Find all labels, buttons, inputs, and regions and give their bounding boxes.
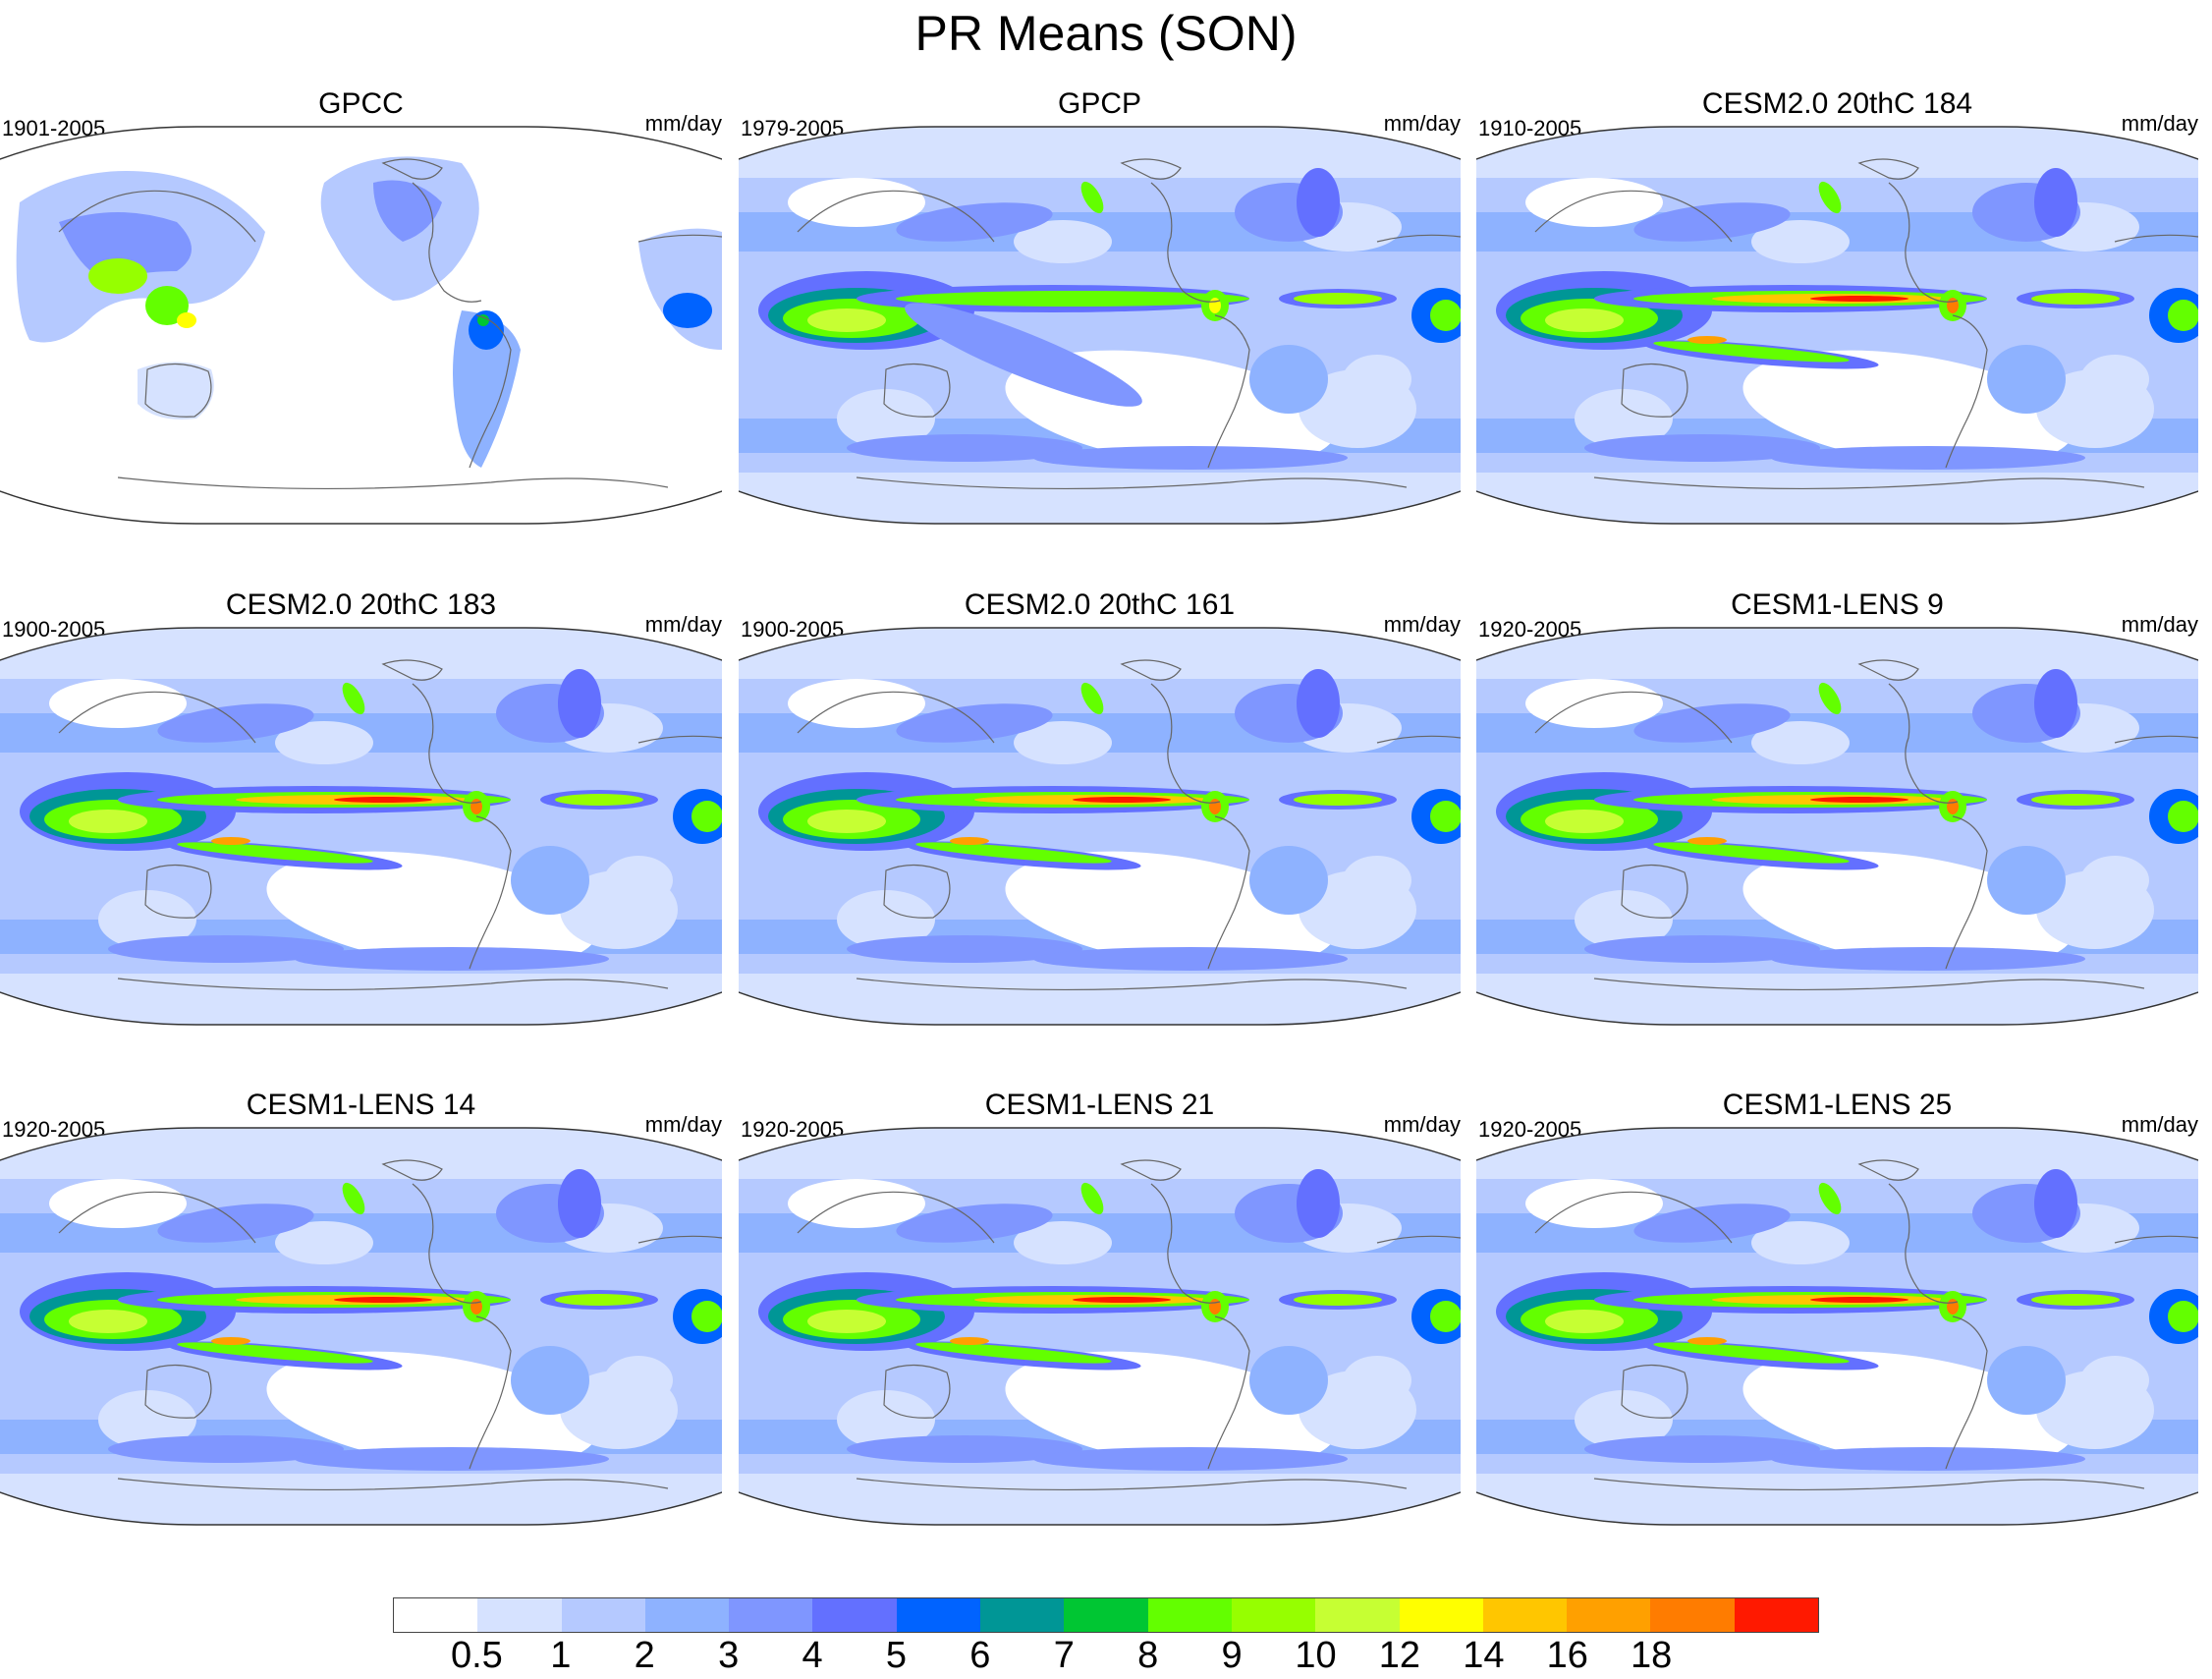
- map-panel: CESM1-LENS 14 1920-2005 mm/day: [0, 1088, 722, 1530]
- colorbar-label: 9: [1221, 1635, 1243, 1676]
- colorbar-label: 0.5: [450, 1635, 503, 1676]
- colorbar-label: 4: [802, 1635, 823, 1676]
- colorbar-segment: [1482, 1598, 1568, 1632]
- map-panel: CESM1-LENS 21 1920-2005 mm/day: [739, 1088, 1461, 1530]
- precip-map: [739, 1127, 1461, 1526]
- map-panel: GPCP 1979-2005 mm/day: [739, 86, 1461, 529]
- panel-units: mm/day: [1383, 111, 1461, 136]
- map-panel: CESM1-LENS 25 1920-2005 mm/day: [1476, 1088, 2198, 1530]
- colorbar-label: 10: [1295, 1635, 1337, 1676]
- map-panel: CESM1-LENS 9 1920-2005 mm/day: [1476, 588, 2198, 1030]
- panel-units: mm/day: [2121, 612, 2198, 637]
- colorbar-label: 6: [969, 1635, 991, 1676]
- precip-map: [0, 126, 722, 525]
- panel-title: GPCP: [1057, 87, 1142, 120]
- colorbar-segment: [729, 1598, 813, 1632]
- panel-title: CESM1-LENS 21: [984, 1089, 1215, 1121]
- precip-map: [739, 126, 1461, 525]
- colorbar-segment: [1399, 1598, 1483, 1632]
- precip-map: [1476, 126, 2198, 525]
- panel-units: mm/day: [1383, 1112, 1461, 1137]
- figure-title: PR Means (SON): [914, 6, 1298, 61]
- panel-units: mm/day: [2121, 1112, 2198, 1137]
- precip-map: [0, 627, 722, 1026]
- precip-map: [1476, 1127, 2198, 1526]
- panel-units: mm/day: [1383, 612, 1461, 637]
- panel-units: mm/day: [644, 1112, 722, 1137]
- panel-title: GPCC: [318, 87, 404, 120]
- colorbar-label: 2: [634, 1635, 655, 1676]
- precip-map: [739, 627, 1461, 1026]
- panel-units: mm/day: [644, 111, 722, 136]
- map-panel: CESM2.0 20thC 161 1900-2005 mm/day: [739, 588, 1461, 1030]
- colorbar-label: 14: [1463, 1635, 1505, 1676]
- panel-title: CESM2.0 20thC 161: [964, 588, 1236, 621]
- precip-map: [0, 1127, 722, 1526]
- panel-title: CESM2.0 20thC 183: [225, 588, 497, 621]
- colorbar-segment: [1734, 1598, 1819, 1632]
- colorbar-label: 12: [1378, 1635, 1421, 1676]
- map-panel: CESM2.0 20thC 183 1900-2005 mm/day: [0, 588, 722, 1030]
- colorbar-segment: [1567, 1598, 1651, 1632]
- colorbar-label: 1: [550, 1635, 572, 1676]
- colorbar-segment: [394, 1598, 478, 1632]
- colorbar-label: 7: [1053, 1635, 1075, 1676]
- colorbar-segment: [1650, 1598, 1735, 1632]
- colorbar-label: 16: [1546, 1635, 1588, 1676]
- panel-title: CESM1-LENS 14: [246, 1089, 476, 1121]
- colorbar-segment: [896, 1598, 981, 1632]
- precip-map: [1476, 627, 2198, 1026]
- colorbar-segment: [561, 1598, 645, 1632]
- panel-units: mm/day: [644, 612, 722, 637]
- map-panel: GPCC 1901-2005 mm/day: [0, 86, 722, 529]
- colorbar-segment: [644, 1598, 730, 1632]
- panel-title: CESM2.0 20thC 184: [1701, 87, 1973, 120]
- colorbar-label: 8: [1137, 1635, 1159, 1676]
- panel-title: CESM1-LENS 25: [1722, 1089, 1953, 1121]
- colorbar: [393, 1597, 1819, 1633]
- panel-units: mm/day: [2121, 111, 2198, 136]
- colorbar-segment: [1315, 1598, 1400, 1632]
- colorbar-label: 3: [718, 1635, 740, 1676]
- colorbar-label: 5: [885, 1635, 908, 1676]
- colorbar-segment: [477, 1598, 562, 1632]
- colorbar-label: 18: [1631, 1635, 1673, 1676]
- colorbar-segment: [812, 1598, 897, 1632]
- colorbar-segment: [1064, 1598, 1148, 1632]
- panel-title: CESM1-LENS 9: [1731, 588, 1944, 621]
- colorbar-segment: [1147, 1598, 1232, 1632]
- colorbar-segment: [1231, 1598, 1316, 1632]
- colorbar-segment: [980, 1598, 1065, 1632]
- map-panel: CESM2.0 20thC 184 1910-2005 mm/day: [1476, 86, 2198, 529]
